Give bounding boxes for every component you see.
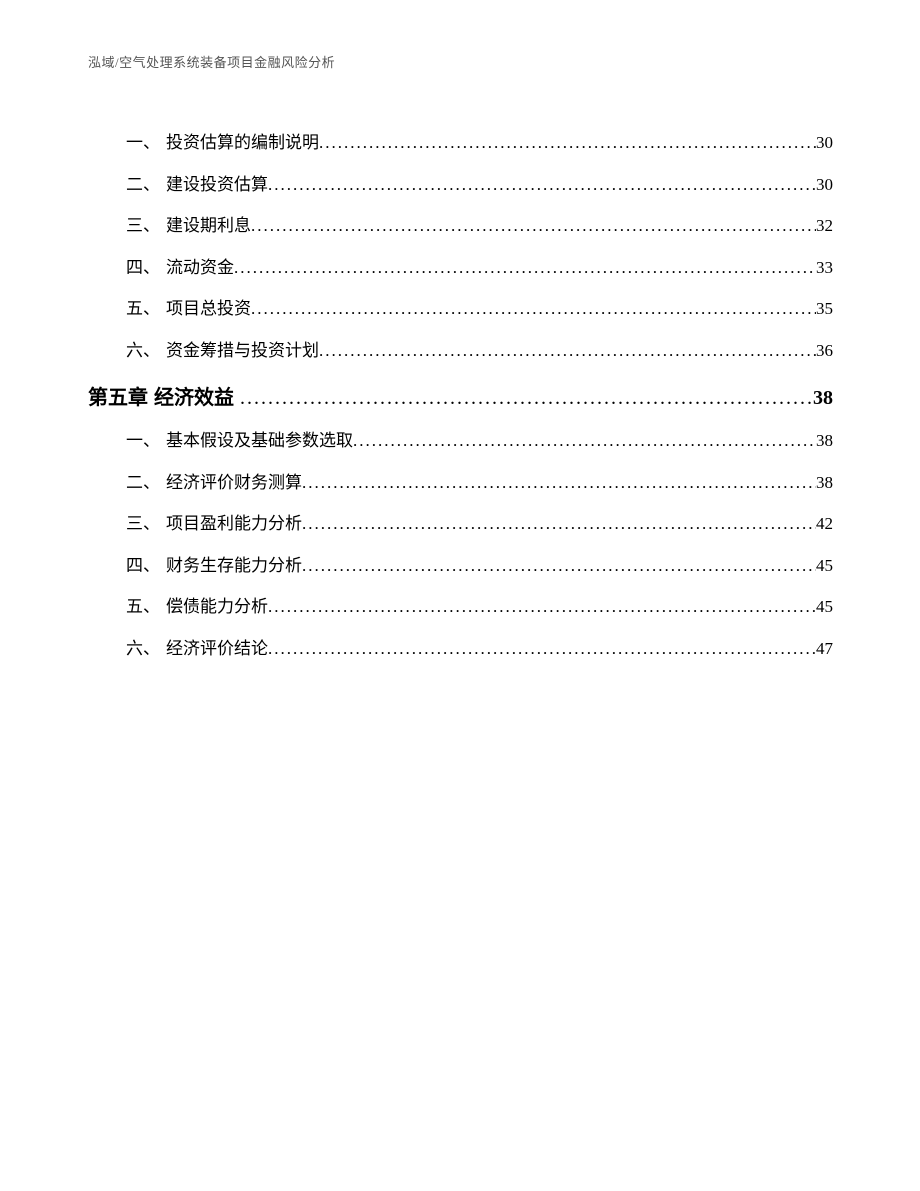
toc-label: 经济评价财务测算 <box>166 470 302 496</box>
toc-page-number: 36 <box>816 338 833 364</box>
toc-page-number: 35 <box>816 296 833 322</box>
toc-page-number: 32 <box>816 213 833 239</box>
toc-leader-dots: ........................................… <box>319 338 816 364</box>
toc-marker: 一、 <box>126 428 160 454</box>
toc-entry: 一、 投资估算的编制说明 ...........................… <box>88 130 833 156</box>
toc-page-number: 42 <box>816 511 833 537</box>
toc-marker: 三、 <box>126 511 160 537</box>
toc-leader-dots: ........................................… <box>268 172 816 198</box>
toc-label: 流动资金 <box>166 255 234 281</box>
toc-page-number: 30 <box>816 172 833 198</box>
toc-leader-dots: ........................................… <box>251 296 816 322</box>
toc-marker: 五、 <box>126 594 160 620</box>
toc-entry: 三、 项目盈利能力分析 ............................… <box>88 511 833 537</box>
toc-leader-dots: ........................................… <box>251 213 816 239</box>
toc-leader-dots: ........................................… <box>302 511 816 537</box>
toc-entry: 六、 资金筹措与投资计划 ...........................… <box>88 338 833 364</box>
toc-marker: 六、 <box>126 338 160 364</box>
toc-label: 建设投资估算 <box>166 172 268 198</box>
toc-marker: 一、 <box>126 130 160 156</box>
toc-leader-dots: ........................................… <box>240 387 813 410</box>
toc-chapter-marker: 第五章 <box>88 381 148 410</box>
toc-entry: 一、 基本假设及基础参数选取 .........................… <box>88 428 833 454</box>
toc-page-number: 30 <box>816 130 833 156</box>
toc-leader-dots: ........................................… <box>353 428 816 454</box>
toc-entry: 五、 偿债能力分析 ..............................… <box>88 594 833 620</box>
header-text: 泓域/空气处理系统装备项目金融风险分析 <box>88 55 335 70</box>
toc-marker: 六、 <box>126 636 160 662</box>
toc-marker: 五、 <box>126 296 160 322</box>
toc-label: 建设期利息 <box>166 213 251 239</box>
toc-chapter-label: 经济效益 <box>154 381 234 410</box>
toc-leader-dots: ........................................… <box>234 255 816 281</box>
toc-page-number: 45 <box>816 594 833 620</box>
toc-entry: 五、 项目总投资 ...............................… <box>88 296 833 322</box>
toc-marker: 四、 <box>126 553 160 579</box>
toc-page-number: 38 <box>813 387 833 410</box>
toc-label: 基本假设及基础参数选取 <box>166 428 353 454</box>
toc-page-number: 47 <box>816 636 833 662</box>
toc-chapter-entry: 第五章 经济效益 ...............................… <box>88 381 833 410</box>
toc-page-number: 38 <box>816 470 833 496</box>
toc-leader-dots: ........................................… <box>302 470 816 496</box>
toc-leader-dots: ........................................… <box>268 594 816 620</box>
toc-label: 项目盈利能力分析 <box>166 511 302 537</box>
toc-entry: 二、 经济评价财务测算 ............................… <box>88 470 833 496</box>
toc-label: 投资估算的编制说明 <box>166 130 319 156</box>
toc-marker: 四、 <box>126 255 160 281</box>
toc-container: 一、 投资估算的编制说明 ...........................… <box>88 130 833 677</box>
toc-label: 偿债能力分析 <box>166 594 268 620</box>
toc-entry: 三、 建设期利息 ...............................… <box>88 213 833 239</box>
toc-page-number: 33 <box>816 255 833 281</box>
toc-leader-dots: ........................................… <box>268 636 816 662</box>
toc-label: 资金筹措与投资计划 <box>166 338 319 364</box>
toc-page-number: 38 <box>816 428 833 454</box>
toc-entry: 四、 流动资金 ................................… <box>88 255 833 281</box>
toc-marker: 三、 <box>126 213 160 239</box>
toc-label: 经济评价结论 <box>166 636 268 662</box>
toc-marker: 二、 <box>126 172 160 198</box>
toc-label: 项目总投资 <box>166 296 251 322</box>
toc-entry: 四、 财务生存能力分析 ............................… <box>88 553 833 579</box>
toc-leader-dots: ........................................… <box>302 553 816 579</box>
toc-marker: 二、 <box>126 470 160 496</box>
toc-entry: 二、 建设投资估算 ..............................… <box>88 172 833 198</box>
toc-leader-dots: ........................................… <box>319 130 816 156</box>
document-header: 泓域/空气处理系统装备项目金融风险分析 <box>88 52 335 71</box>
toc-page-number: 45 <box>816 553 833 579</box>
toc-entry: 六、 经济评价结论 ..............................… <box>88 636 833 662</box>
toc-label: 财务生存能力分析 <box>166 553 302 579</box>
